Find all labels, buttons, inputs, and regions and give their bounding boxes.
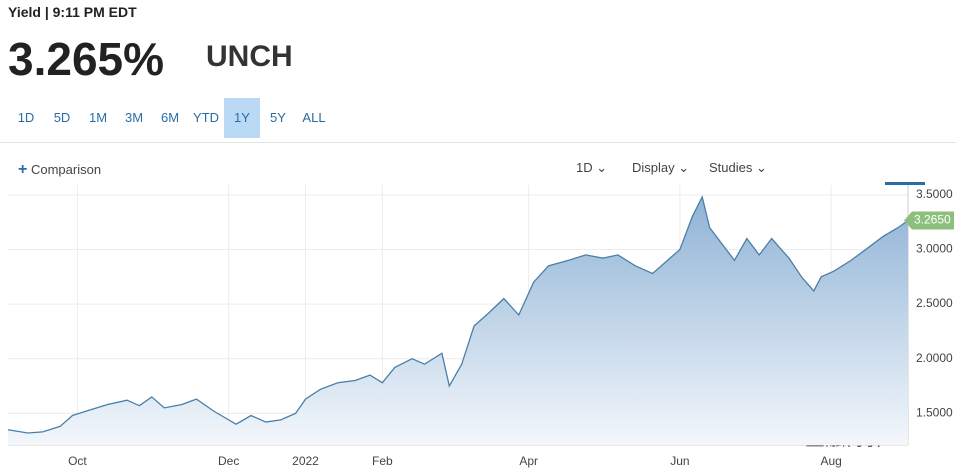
range-button[interactable]: 1Y [224,98,260,138]
range-button[interactable]: 5Y [270,110,286,125]
line [7,195,909,434]
interval-text: 1D [576,160,593,175]
display-button[interactable]: Display ⌄ [632,160,690,175]
comparison-text: Comparison [30,162,102,177]
range-button[interactable]: ALL [302,110,326,125]
x-tick-label: 2022 [292,454,319,468]
x-tick-label: Dec [218,454,239,468]
range-button[interactable]: YTD [193,110,219,125]
y-tick-label: 3.5000 [916,187,953,201]
price: 3.265% [8,33,165,85]
range-button[interactable]: 5D [53,110,71,125]
x-tick-label: Aug [820,454,841,468]
label: Yield | 9:11 PM EDT [8,4,137,20]
range-button[interactable]: 1D [17,110,35,125]
change: UNCH [206,40,293,73]
area [8,197,908,445]
studies-button[interactable]: Studies ⌄ [709,160,767,175]
studies-text: Studies [709,160,753,175]
x-tick-label: Feb [372,454,393,468]
x-tick-label: Oct [68,454,87,468]
interval-button[interactable]: 1D ⌄ [576,160,608,175]
x-tick-label: Jun [670,454,689,468]
x-tick-label: Apr [519,454,538,468]
divider [0,142,956,143]
range-button[interactable]: 6M [160,110,180,125]
range-bar: 1D 5D 1M 3M 6M YTD 1Y 5Y ALL [8,98,332,138]
y-tick-label: 2.0000 [916,351,953,365]
display-text: Display [632,160,675,175]
range-button[interactable]: 1M [88,110,108,125]
y-tick-label: 1.5000 [916,405,953,419]
last-value-label: 3.2650 [914,213,951,227]
y-tick-label: 2.5000 [916,296,953,310]
chart: 1.5000 2.0000 2.5000 3.0000 3.5000 Oct Dec 2022… [7,185,954,468]
comparison-button[interactable]: + Comparison [18,161,102,178]
range-button[interactable]: 3M [124,110,144,125]
last-value-tag [904,211,954,230]
y-tick-label: 3.0000 [916,242,953,256]
tool-underline [885,182,925,185]
